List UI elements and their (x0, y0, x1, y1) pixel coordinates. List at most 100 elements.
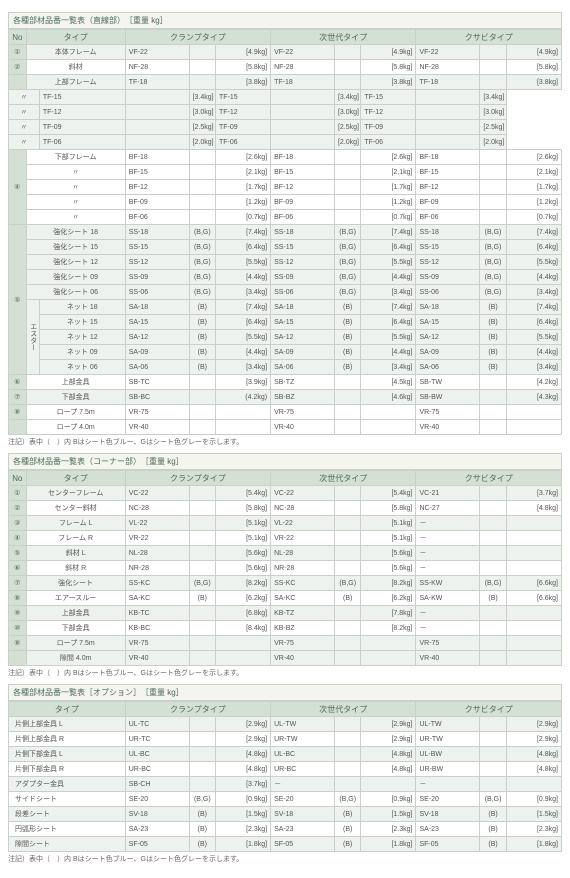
cell-code: VC-22 (271, 486, 335, 501)
cell-no: ⑧ (9, 591, 27, 606)
cell-weight: [5.8kg] (361, 501, 416, 516)
cell-weight: [2.9kg] (506, 732, 561, 747)
cell-code: SS-15 (271, 240, 335, 255)
cell-code: VR-75 (271, 405, 335, 420)
cell-code: TF-12 (39, 105, 125, 120)
cell-code: SE-20 (271, 792, 335, 807)
cell-weight: [0.7kg] (216, 210, 271, 225)
cell-weight: [2.1kg] (506, 165, 561, 180)
cell-type: 段差シート (9, 807, 126, 822)
cell-mark (416, 105, 480, 120)
cell-weight: [5.6kg] (361, 561, 416, 576)
cell-code: KB-BC (125, 621, 189, 636)
cell-mark (334, 486, 360, 501)
cell-weight: [3.4kg] (216, 360, 271, 375)
cell-code: SF-05 (271, 837, 335, 852)
cell-weight: [3.0kg] (189, 105, 215, 120)
cell-mark: (B,G) (334, 240, 360, 255)
table-row: 強化シート 15SS-15 (B,G) [6.4kg]SS-15 (B,G) [… (9, 240, 562, 255)
cell-code: － (416, 561, 480, 576)
cell-code: SB-BC (125, 390, 189, 405)
table-row: ⑤強化シート 18SS-18 (B,G) [7.4kg]SS-18 (B,G) … (9, 225, 562, 240)
table-row: 〃 TF-12 [3.0kg]TF-12 [3.0kg]TF-12 [3.0kg… (9, 105, 562, 120)
cell-code: VR-40 (416, 420, 480, 435)
cell-code: SA-06 (125, 360, 189, 375)
cell-code: SS-15 (125, 240, 189, 255)
cell-code: － (416, 606, 480, 621)
th-c3: クサビタイプ (416, 30, 562, 45)
cell-weight: [2.9kg] (361, 717, 416, 732)
th-type: タイプ (9, 702, 126, 717)
cell-weight: [2.3kg] (216, 822, 271, 837)
cell-code: SA-12 (271, 330, 335, 345)
cell-type: 〃 (26, 195, 125, 210)
cell-no: ② (9, 501, 27, 516)
cell-code: SV-18 (416, 807, 480, 822)
cell-code: SS-12 (125, 255, 189, 270)
cell-mark (334, 606, 360, 621)
cell-code: SA-09 (125, 345, 189, 360)
cell-code: NR-28 (271, 561, 335, 576)
cell-mark (480, 531, 506, 546)
cell-weight: [4.9kg] (216, 45, 271, 60)
cell-mark: (B) (189, 807, 215, 822)
cell-code: SB-TZ (271, 375, 335, 390)
cell-code: － (416, 516, 480, 531)
cell-weight (506, 561, 561, 576)
table-row: 段差シート SV-18 (B) [1.5kg]SV-18 (B) [1.5kg]… (9, 807, 562, 822)
cell-weight: [2.3kg] (361, 822, 416, 837)
table-row: ロープ 4.0m VR-40 VR-40 VR-40 (9, 420, 562, 435)
cell-mark: (B) (189, 360, 215, 375)
cell-mark (334, 210, 360, 225)
cell-mark (334, 762, 360, 777)
cell-code: SS-KW (416, 576, 480, 591)
cell-weight: [4.4kg] (216, 345, 271, 360)
cell-weight: [4.4kg] (216, 270, 271, 285)
cell-code: VL-22 (125, 516, 189, 531)
cell-code: SF-05 (416, 837, 480, 852)
cell-mark: (B) (334, 330, 360, 345)
cell-weight: [4.8kg] (506, 501, 561, 516)
cell-type: 斜材 R (26, 561, 125, 576)
cell-code: UL-BC (125, 747, 189, 762)
cell-code: SA-12 (416, 330, 480, 345)
cell-type: 〃 (9, 90, 40, 105)
cell-mark (334, 501, 360, 516)
cell-weight: [7.4kg] (506, 300, 561, 315)
cell-mark: (B) (189, 822, 215, 837)
cell-mark (189, 621, 215, 636)
cell-code: VC-21 (416, 486, 480, 501)
cell-code: SA-15 (271, 315, 335, 330)
cell-type: センターフレーム (26, 486, 125, 501)
cell-mark (189, 546, 215, 561)
cell-type: 上部フレーム (26, 75, 125, 90)
cell-no: ① (9, 486, 27, 501)
cell-mark (334, 717, 360, 732)
cell-weight: [1.8kg] (216, 837, 271, 852)
cell-weight: [2.3kg] (506, 822, 561, 837)
cell-weight: [4.4kg] (506, 270, 561, 285)
cell-type: 強化シート 12 (26, 255, 125, 270)
cell-type: フレーム L (26, 516, 125, 531)
cell-weight: [4.3kg] (506, 390, 561, 405)
cell-no: ② (9, 60, 27, 75)
cell-code: BF-18 (271, 150, 335, 165)
cell-mark: (B) (334, 315, 360, 330)
table-row: ⑩ 下部金具 KB-BC [8.4kg]KB-BZ [8.2kg]－ (9, 621, 562, 636)
cell-mark (189, 420, 215, 435)
cell-code: UR-TW (271, 732, 335, 747)
cell-weight: [5.5kg] (506, 330, 561, 345)
cell-mark (189, 747, 215, 762)
cell-code: SS-09 (271, 270, 335, 285)
cell-type: 片側上部金具 L (9, 717, 126, 732)
cell-mark (480, 546, 506, 561)
cell-code: SV-18 (271, 807, 335, 822)
table-row: 〃 TF-06 [2.0kg]TF-06 [2.0kg]TF-06 [2.0kg… (9, 135, 562, 150)
cell-weight: [2.5kg] (480, 120, 506, 135)
cell-mark: (B) (189, 837, 215, 852)
cell-no: ⑩ (9, 621, 27, 636)
cell-weight: [5.1kg] (361, 516, 416, 531)
cell-code: SS-06 (125, 285, 189, 300)
cell-weight: [4.8kg] (216, 747, 271, 762)
cell-weight: [7.4kg] (361, 300, 416, 315)
